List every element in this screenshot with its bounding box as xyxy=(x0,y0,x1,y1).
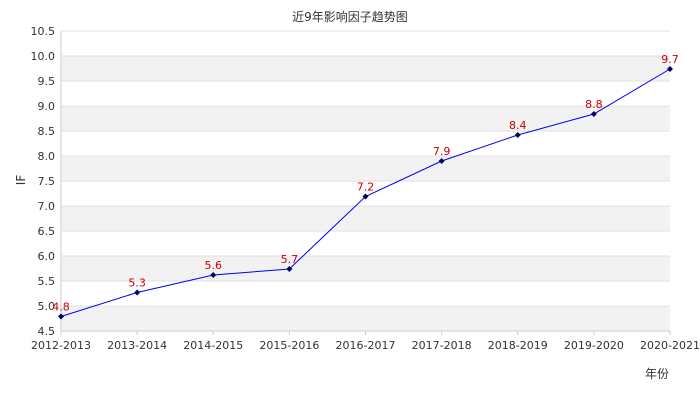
x-axis: 2012-2013 2013-2014 2014-2015 2015-2016 2016… xyxy=(31,330,700,352)
y-tick-label: 6.5 xyxy=(38,225,56,238)
x-tick-label: 2014-2015 xyxy=(183,339,243,352)
y-tick-label: 6.0 xyxy=(38,250,56,263)
x-tick-label: 2020-2021 xyxy=(640,339,700,352)
x-tick-label: 2019-2020 xyxy=(564,339,624,352)
x-tick-label: 2013-2014 xyxy=(107,339,167,352)
grid-band xyxy=(61,281,670,306)
grid-band xyxy=(61,81,670,106)
grid-band xyxy=(61,56,670,81)
data-point xyxy=(286,266,293,272)
y-tick-label: 5.5 xyxy=(38,275,56,288)
x-tick-label: 2017-2018 xyxy=(412,339,472,352)
data-label: 9.7 xyxy=(661,53,679,66)
y-tick-label: 4.5 xyxy=(38,325,56,338)
grid-band xyxy=(61,256,670,281)
x-tick-label: 2015-2016 xyxy=(259,339,319,352)
x-axis-title: 年份 xyxy=(645,367,669,381)
data-label: 5.6 xyxy=(205,259,223,272)
data-label: 8.8 xyxy=(585,98,603,111)
y-axis-title: IF xyxy=(14,175,28,186)
grid-band xyxy=(61,106,670,131)
x-tick-label: 2012-2013 xyxy=(31,339,91,352)
data-point xyxy=(514,132,521,138)
data-point xyxy=(590,111,597,117)
x-tick-label: 2018-2019 xyxy=(488,339,548,352)
y-axis: 4.5 5.0 5.5 6.0 6.5 7.0 7.5 8.0 8.5 9.0 9.5 10.0 10.… xyxy=(31,25,62,338)
data-point xyxy=(134,289,141,296)
grid-band xyxy=(61,156,670,181)
grid-band xyxy=(61,206,670,231)
y-tick-label: 10.5 xyxy=(31,25,56,38)
series-if: 4.8 5.3 5.6 5.7 7.2 7.9 8.4 8.8 9.7 xyxy=(52,53,679,320)
data-point xyxy=(438,158,445,164)
data-point xyxy=(58,313,64,320)
y-tick-label: 9.5 xyxy=(38,75,56,88)
x-tick-label: 2016-2017 xyxy=(336,339,396,352)
grid-band xyxy=(61,31,670,56)
y-tick-label: 8.5 xyxy=(38,125,56,138)
grid-band xyxy=(61,131,670,156)
grid-band xyxy=(61,306,670,331)
grid-bands xyxy=(61,30,670,332)
data-label: 4.8 xyxy=(52,301,70,314)
data-point xyxy=(362,193,369,200)
data-label: 5.3 xyxy=(128,277,146,290)
data-label: 8.4 xyxy=(509,119,527,132)
y-tick-label: 10.0 xyxy=(31,50,56,63)
grid-band xyxy=(61,231,670,256)
y-tick-label: 8.0 xyxy=(38,150,56,163)
chart-title: 近9年影响因子趋势图 xyxy=(292,9,408,24)
data-point xyxy=(210,272,217,278)
y-tick-label: 5.0 xyxy=(38,300,56,313)
y-tick-label: 7.5 xyxy=(38,175,56,188)
y-tick-label: 7.0 xyxy=(38,200,56,213)
data-label: 5.7 xyxy=(281,253,299,266)
y-tick-label: 9.0 xyxy=(38,100,56,113)
data-label: 7.9 xyxy=(433,145,451,158)
data-point xyxy=(667,66,673,72)
data-label: 7.2 xyxy=(357,181,375,194)
